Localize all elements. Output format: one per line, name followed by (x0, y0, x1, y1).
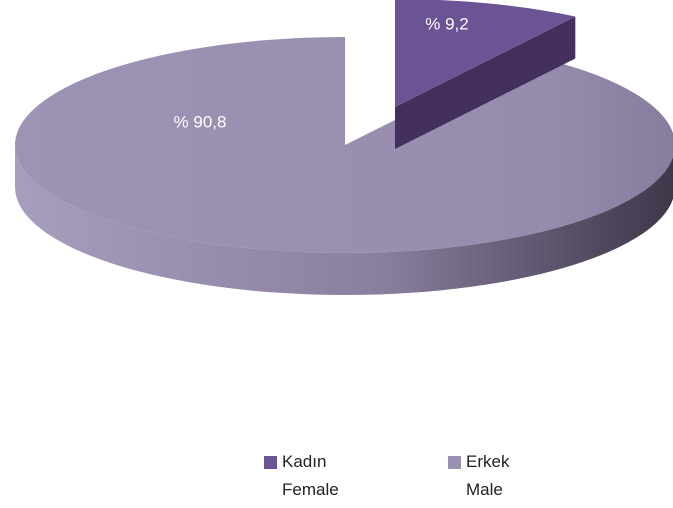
data-label: % 90,8 (174, 112, 227, 131)
legend-swatch (448, 456, 461, 469)
slice-side (15, 145, 673, 295)
legend-swatch (264, 456, 277, 469)
data-label: % 9,2 (425, 14, 468, 33)
slice (15, 37, 673, 253)
legend-entry: Erkek Male (446, 448, 509, 504)
legend-entry: Kadın Female (262, 448, 339, 504)
legend-label: Kadın Female (282, 452, 339, 499)
legend-label: Erkek Male (466, 452, 510, 499)
chart: % 9,2 % 90,8 (15, 0, 673, 295)
slice-cut-face (395, 16, 576, 150)
slice (395, 0, 576, 107)
